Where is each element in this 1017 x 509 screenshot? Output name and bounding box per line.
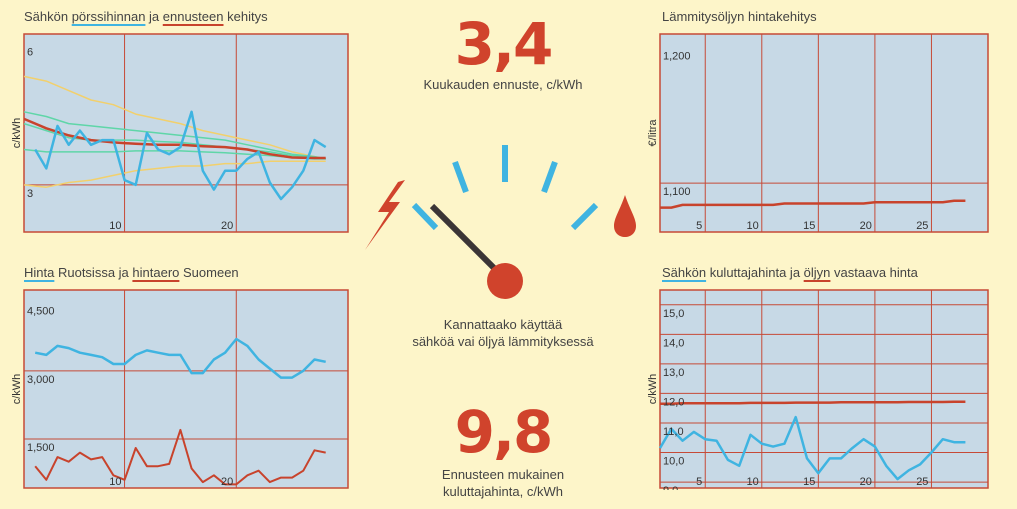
y-tick-label: 11,0 xyxy=(663,426,684,438)
monthly-forecast-caption: Kuukauden ennuste, c/kWh xyxy=(423,77,583,92)
series-line-blue xyxy=(34,337,326,379)
x-tick-label: 15 xyxy=(803,476,815,488)
x-tick-label: 10 xyxy=(109,476,121,488)
y-tick-label: 1,200 xyxy=(663,51,691,63)
gauge-tick xyxy=(411,202,439,231)
y-axis-label: c/kWh xyxy=(11,374,23,405)
chart1-title-red-key: ennusteen xyxy=(162,9,224,24)
x-tick-label: 5 xyxy=(696,220,702,232)
series-line-yellow xyxy=(23,75,326,160)
chart1-title-part: kehitys xyxy=(223,9,268,24)
chart1-title-part: ja xyxy=(145,9,163,24)
y-tick-label: 6 xyxy=(27,46,33,58)
y-tick-label: 12,0 xyxy=(663,396,684,408)
chart4-title: Sähkön kuluttajahinta ja öljyn vastaava … xyxy=(662,265,918,280)
x-tick-label: 10 xyxy=(747,476,759,488)
y-tick-label: 14,0 xyxy=(663,337,684,349)
x-tick-label: 10 xyxy=(109,220,121,232)
x-tick-label: 20 xyxy=(860,476,872,488)
series-line-red xyxy=(660,400,966,406)
y-tick-label: 3 xyxy=(27,188,33,200)
gauge-tick xyxy=(541,160,558,194)
series-line-yellow xyxy=(23,160,326,188)
gauge-tick xyxy=(452,160,469,194)
heating-oil-chart: 1,200 1,100 5 10 15 20 25 €/litra xyxy=(647,33,989,233)
gauge xyxy=(365,145,636,299)
chart3-title-blue-key: Hinta xyxy=(24,265,55,280)
x-tick-label: 20 xyxy=(221,476,233,488)
chart4-title-part: vastaava hinta xyxy=(830,265,918,280)
gauge-caption: Kannattaako käyttää sähköä vai öljyä läm… xyxy=(383,316,623,350)
x-tick-label: 25 xyxy=(916,476,928,488)
sweden-price-chart: 4,500 3,000 1,500 10 20 c/kWh xyxy=(11,289,349,489)
series-line-green xyxy=(23,122,326,160)
y-tick-label: 10,0 xyxy=(663,456,684,468)
gauge-scale-ticks xyxy=(411,145,599,231)
chart3-title: Hinta Ruotsissa ja hintaero Suomeen xyxy=(24,265,239,280)
y-tick-label: 4,500 xyxy=(27,306,55,318)
lightning-icon xyxy=(365,180,405,250)
chart3-title-part: Suomeen xyxy=(179,265,239,280)
plot-area xyxy=(659,289,989,489)
series-line-green xyxy=(23,111,326,160)
y-tick-label: 13,0 xyxy=(663,367,684,379)
oil-drop-icon xyxy=(614,195,636,237)
chart4-title-blue-key: Sähkön xyxy=(662,265,707,280)
x-tick-label: 5 xyxy=(696,476,702,488)
chart1-title: Sähkön pörssihinnan ja ennusteen kehitys xyxy=(24,9,268,24)
consumer-caption-line-1: Ennusteen mukainen xyxy=(441,467,565,482)
series-line-red xyxy=(660,199,966,209)
chart4-title-part: kuluttajahinta ja xyxy=(706,265,804,280)
y-tick-label: 3,000 xyxy=(27,374,55,386)
chart2-title-text: Lämmitysöljyn hintakehitys xyxy=(662,9,817,24)
x-tick-label: 10 xyxy=(747,220,759,232)
gauge-hub xyxy=(487,263,523,299)
consumer-price-chart: 15,0 14,0 13,0 12,0 11,0 10,0 9,0 5 10 15 20 25 c/kW… xyxy=(647,289,989,490)
consumer-price-value: 9,8 xyxy=(454,398,554,466)
x-tick-label: 20 xyxy=(221,220,233,232)
consumer-price-caption: Ennusteen mukainen kuluttajahinta, c/kWh xyxy=(383,466,623,500)
gauge-needle xyxy=(429,203,499,273)
series-line-blue xyxy=(34,110,327,201)
chart1-title-part: Sähkön xyxy=(24,9,72,24)
series-line-blue xyxy=(658,415,966,481)
gauge-caption-line-2: sähköä vai öljyä lämmityksessä xyxy=(412,334,594,349)
x-tick-label: 25 xyxy=(916,220,928,232)
series-line-red xyxy=(34,428,326,486)
x-tick-label: 15 xyxy=(803,220,815,232)
gauge-tick xyxy=(570,202,599,231)
plot-area xyxy=(659,33,989,233)
gauge-caption-line-1: Kannattaako käyttää xyxy=(443,317,563,332)
y-axis-label: €/litra xyxy=(647,119,659,147)
chart3-title-part: Ruotsissa ja xyxy=(54,265,133,280)
monthly-forecast-value: 3,4 xyxy=(454,10,554,78)
chart4-title-red-key: öljyn xyxy=(803,265,831,280)
y-tick-label: 1,500 xyxy=(27,442,55,454)
y-tick-label: 9,0 xyxy=(663,485,678,490)
y-tick-label: 1,100 xyxy=(663,186,691,198)
chart3-title-red-key: hintaero xyxy=(132,265,180,280)
y-axis-label: c/kWh xyxy=(11,118,23,149)
chart2-title: Lämmitysöljyn hintakehitys xyxy=(662,9,817,24)
consumer-caption-line-2: kuluttajahinta, c/kWh xyxy=(443,484,563,499)
y-tick-label: 15,0 xyxy=(663,308,684,320)
x-tick-label: 20 xyxy=(860,220,872,232)
y-axis-label: c/kWh xyxy=(647,374,659,405)
spot-price-chart: 6 3 10 20 c/kWh xyxy=(11,33,349,233)
chart1-title-blue-key: pörssihinnan xyxy=(71,9,146,24)
